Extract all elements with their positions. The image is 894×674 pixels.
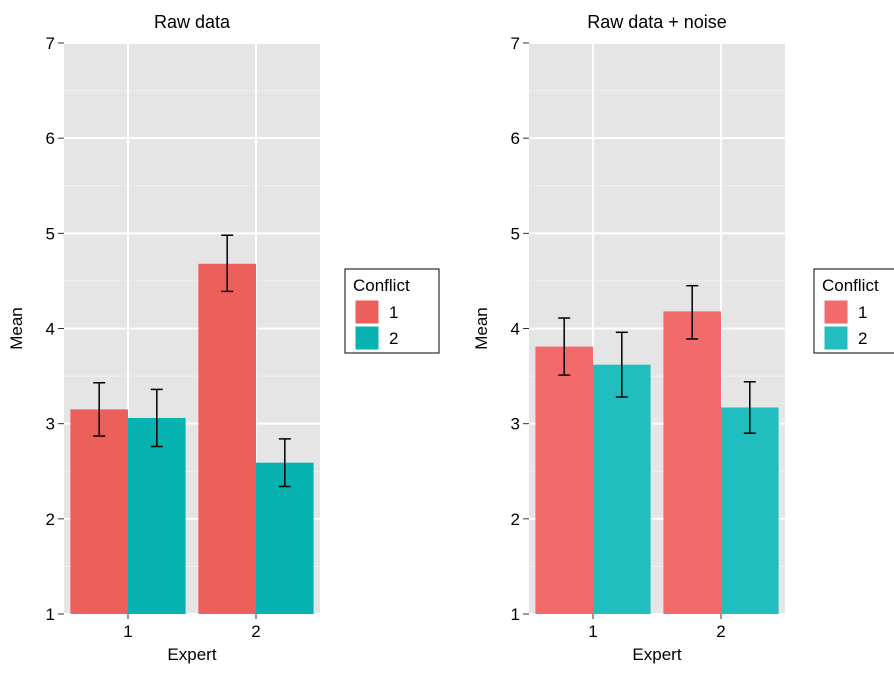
legend-label: 1	[389, 303, 398, 322]
y-tick-label: 6	[46, 129, 55, 148]
y-tick-label: 2	[46, 510, 55, 529]
legend-title: Conflict	[822, 276, 879, 295]
y-tick-label: 6	[511, 129, 520, 148]
x-tick-label: 1	[588, 622, 597, 641]
bar	[721, 407, 779, 614]
legend-title: Conflict	[353, 276, 410, 295]
y-tick-label: 5	[46, 224, 55, 243]
bar	[256, 462, 314, 614]
legend-key	[354, 325, 380, 351]
y-tick-label: 4	[511, 320, 520, 339]
bar	[663, 311, 721, 614]
legend-label: 2	[389, 329, 398, 348]
bar	[535, 346, 593, 614]
legend: Conflict 1 2	[813, 268, 894, 354]
x-tick-label: 1	[123, 622, 132, 641]
x-axis-label: Expert	[167, 645, 216, 664]
chart-title: Raw data	[154, 12, 231, 32]
y-axis-label: Mean	[472, 307, 491, 350]
y-tick-label: 2	[511, 510, 520, 529]
chart-title: Raw data + noise	[587, 12, 727, 32]
panel-2: 1 2 3 4 5 6 7 1 2 Raw data + noise Expert Mean Confl…	[472, 12, 894, 664]
y-tick-label: 1	[511, 605, 520, 624]
y-axis-label: Mean	[7, 307, 26, 350]
y-tick-label: 7	[46, 34, 55, 53]
legend: Conflict 1 2	[344, 268, 440, 354]
panel-1: 1 2 3 4 5 6 7 1 2 Raw data Expert Mean Conflict 1 2	[7, 12, 440, 664]
x-tick-label: 2	[716, 622, 725, 641]
legend-key	[354, 299, 380, 325]
legend-label: 1	[858, 303, 867, 322]
x-axis-label: Expert	[632, 645, 681, 664]
legend-key	[823, 325, 849, 351]
y-tick-label: 5	[511, 224, 520, 243]
legend-key	[823, 299, 849, 325]
bar	[593, 364, 651, 614]
y-tick-label: 7	[511, 34, 520, 53]
bar	[128, 417, 186, 614]
bar	[70, 409, 128, 614]
bar	[198, 263, 256, 614]
y-tick-label: 3	[511, 415, 520, 434]
x-tick-label: 2	[251, 622, 260, 641]
y-tick-label: 3	[46, 415, 55, 434]
legend-label: 2	[858, 329, 867, 348]
y-tick-label: 1	[46, 605, 55, 624]
y-tick-label: 4	[46, 320, 55, 339]
